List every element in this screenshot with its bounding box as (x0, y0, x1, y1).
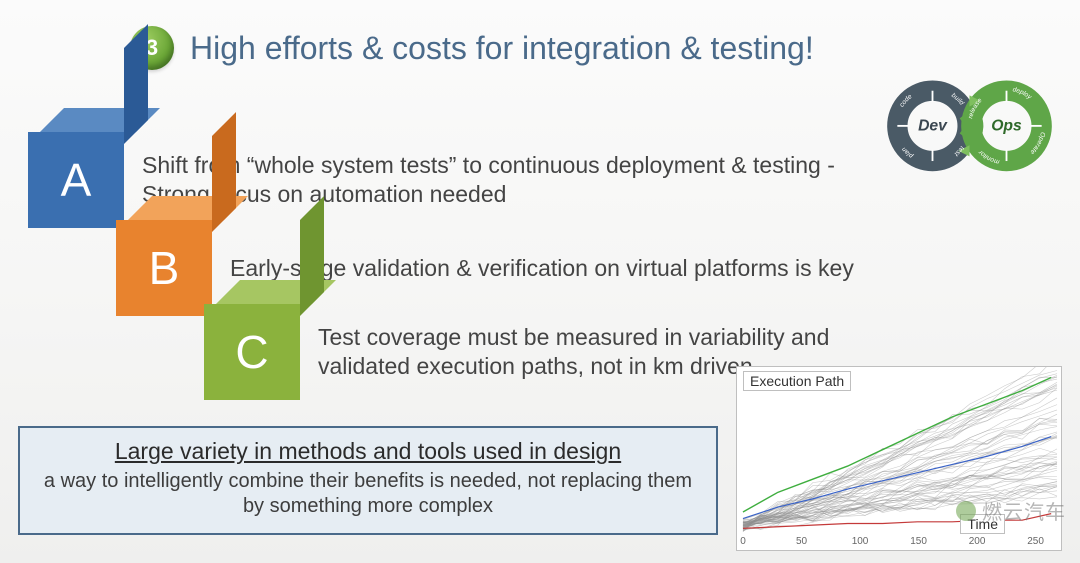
chart-x-ticks: 050100150200250 (737, 536, 1061, 550)
devops-ops-label: Ops (991, 118, 1022, 135)
callout-box: Large variety in methods and tools used … (18, 426, 718, 535)
callout-headline: Large variety in methods and tools used … (34, 438, 702, 465)
point-a-text: Shift from “whole system tests” to conti… (142, 151, 902, 209)
cube-c-letter: C (204, 304, 300, 400)
cube-a-letter: A (28, 132, 124, 228)
devops-loop-graphic: Dev Ops code build test plan release dep… (877, 75, 1062, 175)
chart-y-label: Execution Path (743, 371, 851, 391)
cube-b-letter: B (116, 220, 212, 316)
wechat-icon (956, 501, 976, 521)
devops-dev-label: Dev (918, 118, 948, 135)
watermark-text: 燃云汽车 (982, 496, 1066, 525)
watermark: 燃云汽车 (956, 496, 1066, 525)
cube-a: A (28, 132, 124, 228)
cube-b: B (116, 220, 212, 316)
callout-subtext: a way to intelligently combine their ben… (34, 469, 702, 519)
slide-title: High efforts & costs for integration & t… (190, 30, 814, 67)
cube-c: C (204, 304, 300, 400)
